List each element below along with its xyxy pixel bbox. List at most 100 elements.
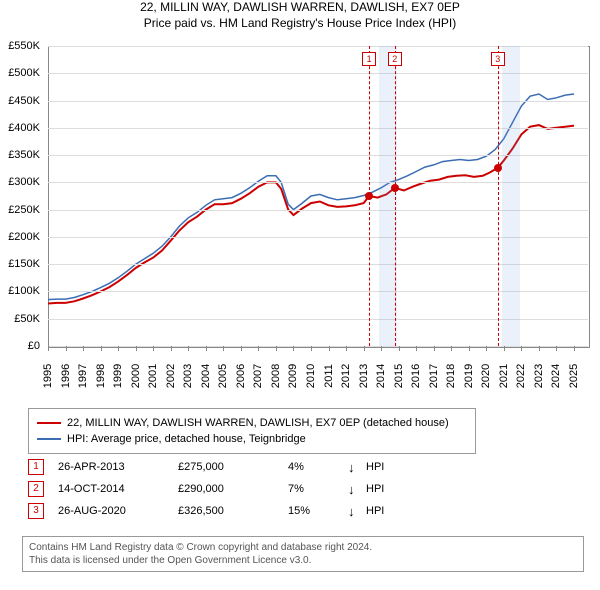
xtick-label: 2008 [270,364,282,388]
xtick [539,346,540,351]
xtick [451,346,452,351]
xtick-label: 2010 [305,364,317,388]
legend: 22, MILLIN WAY, DAWLISH WARREN, DAWLISH,… [28,408,476,454]
xtick-label: 2024 [550,364,562,388]
legend-swatch [37,422,61,424]
xtick [486,346,487,351]
sale-number-box: 2 [28,481,44,497]
xtick [574,346,575,351]
sale-marker-box: 3 [491,52,505,66]
xtick [311,346,312,351]
xtick-label: 2001 [147,364,159,388]
xtick-label: 2017 [428,364,440,388]
sale-vs-label: HPI [366,505,406,517]
xtick [381,346,382,351]
arrow-down-icon: ↓ [348,482,366,497]
xtick-label: 2004 [200,364,212,388]
sale-price: £290,000 [178,483,288,495]
xtick-label: 2016 [410,364,422,388]
xtick-label: 2006 [235,364,247,388]
sale-vline [395,46,396,346]
xtick-label: 2018 [445,364,457,388]
ytick-label: £550K [0,40,40,52]
sale-vs-label: HPI [366,461,406,473]
legend-item: HPI: Average price, detached house, Teig… [37,431,467,447]
sales-table: 126-APR-2013£275,0004%↓HPI 2 14-OCT-2014£2… [28,456,406,522]
sales-row: 2 14-OCT-2014£290,0007%↓HPI [28,478,406,500]
series-property [48,125,574,303]
xtick-label: 2019 [463,364,475,388]
ytick-label: £400K [0,122,40,134]
ytick-label: £150K [0,258,40,270]
ytick-label: £0 [0,340,40,352]
sales-row: 326-AUG-2020£326,50015%↓HPI [28,500,406,522]
xtick [556,346,557,351]
sale-price: £326,500 [178,505,288,517]
xtick [206,346,207,351]
xtick [83,346,84,351]
attribution-line: This data is licensed under the Open Gov… [29,554,577,567]
sale-price: £275,000 [178,461,288,473]
xtick-label: 2021 [498,364,510,388]
legend-label: HPI: Average price, detached house, Teig… [67,431,306,447]
sale-marker-box: 2 [388,52,402,66]
ytick-label: £250K [0,204,40,216]
xtick-label: 2025 [568,364,580,388]
ytick-label: £300K [0,176,40,188]
legend-label: 22, MILLIN WAY, DAWLISH WARREN, DAWLISH,… [67,415,449,431]
ytick-label: £500K [0,67,40,79]
xtick-label: 2020 [480,364,492,388]
xtick [48,346,49,351]
xtick-label: 1999 [112,364,124,388]
sale-marker-box: 1 [362,52,376,66]
sale-number-box: 1 [28,459,44,475]
xtick-label: 2013 [358,364,370,388]
xtick [153,346,154,351]
xtick [171,346,172,351]
xtick [276,346,277,351]
sale-dot [494,164,502,172]
sale-delta: 15% [288,505,348,517]
xtick [416,346,417,351]
ytick-label: £450K [0,95,40,107]
sale-vs-label: HPI [366,483,406,495]
sale-dot [391,184,399,192]
ytick-label: £350K [0,149,40,161]
sale-vline [498,46,499,346]
xtick-label: 1995 [42,364,54,388]
xtick-label: 2005 [217,364,229,388]
xtick [469,346,470,351]
xtick-label: 2022 [515,364,527,388]
xtick-label: 2012 [340,364,352,388]
price-chart: £0£50K£100K£150K£200K£250K£300K£350K£400… [0,40,600,400]
xtick [364,346,365,351]
sale-delta: 4% [288,461,348,473]
chart-subtitle: Price paid vs. HM Land Registry's House … [0,16,600,30]
xtick-label: 2014 [375,364,387,388]
xtick-label: 1997 [77,364,89,388]
gridline-y [48,346,588,347]
xtick [346,346,347,351]
xtick-label: 2007 [252,364,264,388]
sale-date: 26-AUG-2020 [58,505,178,517]
xtick [223,346,224,351]
xtick-label: 2009 [287,364,299,388]
xtick-label: 2002 [165,364,177,388]
xtick [101,346,102,351]
sale-date: 14-OCT-2014 [58,483,178,495]
xtick [241,346,242,351]
ytick-label: £50K [0,313,40,325]
attribution-line: Contains HM Land Registry data © Crown c… [29,541,577,554]
sales-row: 126-APR-2013£275,0004%↓HPI [28,456,406,478]
xtick-label: 2000 [130,364,142,388]
xtick [521,346,522,351]
sale-delta: 7% [288,483,348,495]
series-hpi [48,94,574,300]
arrow-down-icon: ↓ [348,504,366,519]
attribution: Contains HM Land Registry data © Crown c… [22,536,584,572]
xtick-label: 2003 [182,364,194,388]
legend-swatch [37,438,61,440]
xtick-label: 2023 [533,364,545,388]
xtick-label: 2011 [323,364,335,388]
xtick [118,346,119,351]
